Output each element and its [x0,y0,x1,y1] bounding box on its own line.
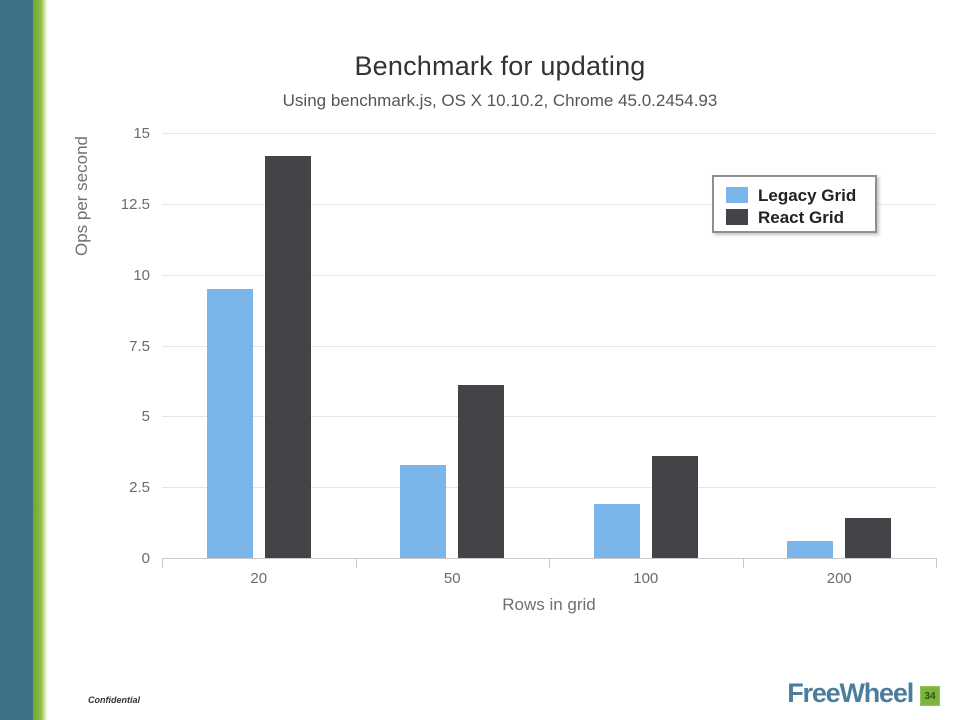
x-axis-title: Rows in grid [502,595,596,614]
x-axis-tick [355,558,357,568]
x-axis-tick [742,558,744,568]
x-category-label: 100 [633,570,659,587]
legend-label: Legacy Grid [758,185,857,205]
legend-item-react-grid: React Grid [726,206,875,228]
bar-react-grid-200 [845,518,892,558]
bar-react-grid-50 [458,385,505,558]
x-category-label: 200 [826,570,852,587]
benchmark-chart: Benchmark for updating Using benchmark.j… [60,40,940,630]
legend-swatch-react-grid [726,209,748,225]
freewheel-logo: FreeWheel [787,678,914,708]
y-axis-title: Ops per second [72,136,91,257]
bar-legacy-grid-200 [787,541,834,558]
bar-react-grid-20 [264,155,311,558]
footer-brand-row: FreeWheel 34 [787,678,940,708]
legend-item-legacy-grid: Legacy Grid [726,184,875,206]
bar-legacy-grid-100 [593,504,640,558]
left-stripe-green [33,0,47,720]
gridline [162,274,936,276]
legend-swatch-legacy-grid [726,187,748,203]
bar-react-grid-100 [651,456,698,558]
y-tick-label: 0 [141,550,150,567]
y-tick-label: 2.5 [129,479,150,497]
gridline [162,487,936,489]
chart-subtitle: Using benchmark.js, OS X 10.10.2, Chrome… [282,91,718,110]
y-tick-label: 10 [133,266,150,284]
x-axis-tick [936,558,937,568]
legend-label: React Grid [758,207,844,227]
chart-title: Benchmark for updating [354,51,646,81]
plot-area [162,133,937,568]
x-axis-tick [162,558,163,568]
gridline [162,203,936,205]
bar-legacy-grid-20 [206,288,253,558]
legend: Legacy Grid React Grid [712,175,877,233]
y-tick-label: 12.5 [120,195,150,213]
page-number-badge: 34 [920,686,940,706]
x-category-label: 20 [250,570,268,587]
gridline [162,133,936,134]
bar-legacy-grid-50 [400,464,447,558]
gridline [162,416,936,418]
y-tick-label: 5 [141,408,150,426]
y-tick-label: 7.5 [129,337,150,355]
confidential-note: Confidential [88,695,140,705]
x-category-label: 50 [443,570,461,587]
left-stripe-teal [0,0,33,720]
y-tick-label: 15 [133,125,150,142]
gridline [162,345,936,347]
x-axis-tick [549,558,550,568]
